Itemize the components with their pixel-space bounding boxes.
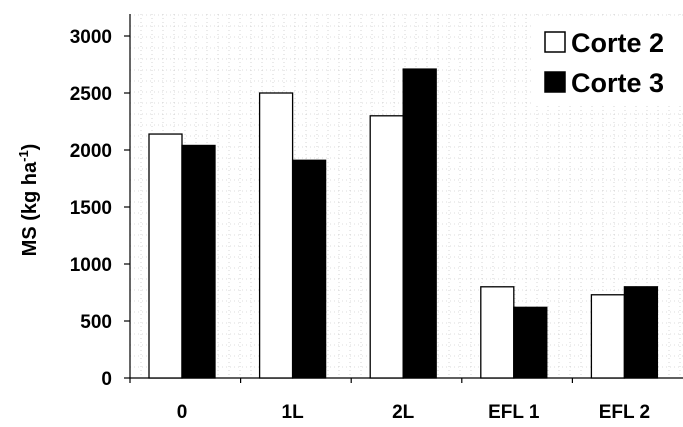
y-tick-label: 1000	[70, 255, 112, 276]
legend: Corte 2 Corte 3	[534, 16, 683, 104]
y-axis-title-close: )	[19, 144, 41, 151]
bar-corte-3-0	[181, 144, 216, 379]
x-tick-labels: 0 1L 2L EFL 1 EFL 2	[177, 402, 650, 423]
x-tick-label: EFL 2	[599, 402, 650, 423]
x-tick-label: 2L	[392, 402, 415, 423]
bar-corte-3-1l	[291, 159, 327, 379]
y-axis-title-superscript: -1	[16, 150, 31, 162]
bar-corte-2-efl-1	[480, 286, 515, 379]
x-tick-label: EFL 1	[488, 402, 540, 423]
y-tick-label: 2000	[70, 141, 112, 162]
y-tick-label: 3000	[70, 27, 112, 48]
bar-corte-2-0	[148, 133, 183, 379]
y-tick-label: 2500	[70, 84, 112, 105]
bar-corte-3-efl-1	[513, 306, 548, 379]
y-axis-title: MS (kg ha-1)	[16, 144, 41, 257]
legend-swatch-corte-2	[544, 31, 566, 53]
bar-corte-2-1l	[258, 92, 294, 379]
legend-label-corte-2: Corte 2	[571, 28, 664, 58]
y-tick-label: 0	[101, 369, 112, 390]
y-axis-title-main: MS (kg ha	[19, 161, 41, 256]
y-tick-label: 500	[80, 312, 112, 333]
bar-corte-2-efl-2	[590, 294, 626, 379]
legend-swatch-corte-3	[544, 71, 566, 93]
y-tick-labels: 0 500 1000 1500 2000 2500 3000	[70, 27, 112, 390]
bar-corte-3-2l	[402, 68, 437, 379]
bar-corte-3-efl-2	[623, 286, 659, 379]
x-tick-label: 1L	[282, 402, 305, 423]
bars	[148, 68, 659, 379]
x-tick-label: 0	[177, 402, 188, 423]
y-tick-label: 1500	[70, 198, 112, 219]
legend-label-corte-3: Corte 3	[571, 68, 664, 98]
bar-corte-2-2l	[369, 115, 404, 379]
